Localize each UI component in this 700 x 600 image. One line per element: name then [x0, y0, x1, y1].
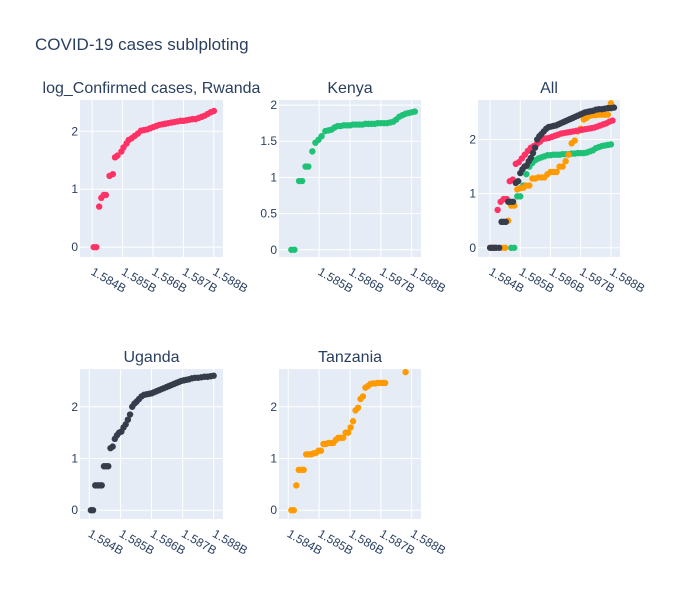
series-kenya [508, 141, 615, 251]
plot-area [80, 100, 223, 257]
y-tick-label: 2 [469, 133, 476, 147]
data-point [529, 149, 537, 157]
series-rwanda [90, 107, 218, 251]
data-point [514, 178, 522, 185]
subplot-title: Uganda [123, 349, 179, 366]
data-point [309, 148, 316, 155]
data-point [300, 466, 307, 474]
y-tick-label: 2 [270, 98, 277, 112]
subplot-title: log_Confirmed cases, Rwanda [43, 80, 261, 97]
data-point [494, 206, 501, 214]
data-point [610, 104, 618, 111]
y-tick-label: 0 [270, 503, 277, 517]
y-tick-label: 1 [71, 182, 78, 196]
series-kenya [288, 108, 419, 253]
data-point [291, 246, 298, 253]
data-point [565, 151, 572, 158]
data-point [124, 416, 132, 423]
data-point [604, 111, 612, 118]
data-point [511, 244, 518, 251]
y-tick-label: 0 [71, 503, 78, 517]
y-tick-label: 1 [469, 187, 476, 201]
data-point [562, 157, 569, 165]
data-point [340, 434, 347, 441]
subplot-panels: 1.584B1.585B1.586B1.587B1.588B012log_Con… [43, 80, 648, 558]
subplot-title: Kenya [327, 80, 372, 97]
series-tanzania [288, 368, 409, 514]
data-point [607, 141, 615, 148]
y-tick-label: 2 [71, 400, 78, 414]
y-tick-label: 0 [71, 240, 78, 254]
data-point [559, 163, 566, 170]
data-point [95, 203, 103, 210]
data-point [571, 137, 578, 144]
data-point [344, 429, 352, 436]
data-point [553, 168, 560, 176]
data-point [609, 117, 616, 124]
data-point [98, 482, 105, 489]
subplot-panel: 1.584B1.585B1.586B1.587B1.588B012log_Con… [43, 80, 261, 296]
data-point [347, 424, 354, 431]
data-point [105, 463, 112, 470]
y-tick-label: 1 [270, 451, 277, 465]
data-point [501, 244, 509, 251]
data-point [114, 152, 121, 159]
y-tick-label: 1 [270, 170, 277, 184]
data-point [531, 144, 539, 151]
y-tick-label: 2 [270, 400, 277, 414]
data-point [495, 244, 503, 251]
data-point [318, 132, 325, 140]
y-tick-label: 1 [71, 451, 78, 465]
data-point [509, 198, 517, 205]
figure-title: COVID-19 cases sublploting [35, 35, 249, 54]
y-tick-label: 2 [71, 124, 78, 138]
y-tick-label: 0 [469, 241, 476, 255]
data-point [349, 418, 357, 425]
data-point [305, 163, 312, 170]
data-point [526, 182, 533, 189]
series-uganda [87, 372, 217, 514]
y-tick-label: 0.5 [260, 207, 277, 221]
data-point [411, 108, 419, 115]
data-point [502, 218, 509, 226]
data-point [126, 411, 134, 418]
series-uganda [486, 104, 618, 251]
y-tick-label: 1.5 [260, 134, 277, 148]
subplot-title: Tanzania [318, 349, 382, 366]
data-point [210, 372, 217, 379]
data-point [290, 507, 298, 514]
data-point [359, 393, 367, 400]
series-rwanda [488, 117, 616, 251]
data-point [402, 368, 409, 376]
subplot-title: All [540, 80, 558, 97]
subplot-panel: 1.584B1.585B1.586B1.587B1.588B012Tanzani… [270, 349, 448, 558]
data-point [527, 154, 535, 162]
data-point [381, 379, 389, 387]
data-point [93, 243, 100, 251]
data-point [109, 443, 116, 450]
data-point [517, 193, 524, 200]
data-point [293, 482, 300, 489]
data-point [102, 191, 110, 199]
y-tick-label: 0 [270, 243, 277, 257]
data-point [523, 170, 530, 178]
data-point [109, 170, 117, 178]
data-point [354, 404, 362, 411]
data-point [89, 507, 97, 514]
data-point [317, 447, 325, 454]
data-point [210, 107, 218, 115]
data-point [298, 177, 306, 185]
